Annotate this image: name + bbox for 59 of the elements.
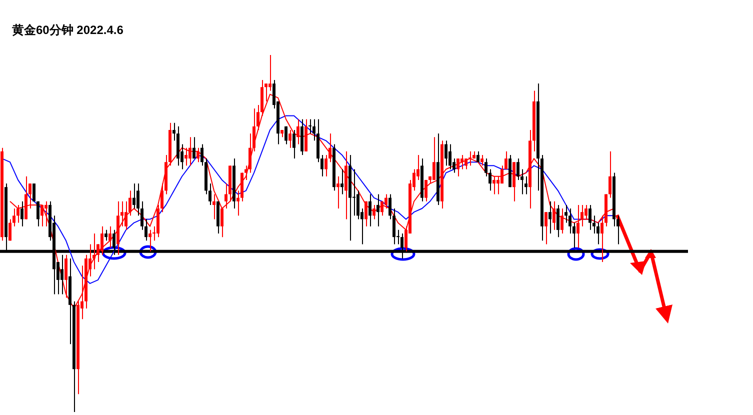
candlestick xyxy=(364,200,368,227)
candlestick xyxy=(340,168,344,195)
candlestick xyxy=(8,218,12,242)
candlestick xyxy=(376,194,380,227)
candlestick xyxy=(568,208,572,234)
candlestick xyxy=(564,204,568,224)
candlestick xyxy=(100,226,104,256)
candlestick xyxy=(480,154,484,166)
candlestick xyxy=(608,150,612,198)
candlestick xyxy=(464,158,468,170)
candlestick xyxy=(504,150,508,170)
chart-title: 黄金60分钟 2022.4.6 xyxy=(12,22,124,39)
candlestick xyxy=(468,150,472,166)
candlestick xyxy=(20,200,24,227)
candlestick xyxy=(188,136,192,166)
candlestick xyxy=(296,118,300,145)
candlestick xyxy=(544,212,548,245)
candlestick xyxy=(384,194,388,210)
candlestick xyxy=(196,147,200,163)
candlestick xyxy=(308,118,312,134)
candlestick xyxy=(444,140,448,166)
candlestick xyxy=(548,200,552,234)
candlestick xyxy=(44,200,48,227)
candlestick xyxy=(576,204,580,248)
candlestick xyxy=(212,194,216,220)
candlestick xyxy=(220,208,224,238)
candlestick xyxy=(148,229,152,252)
candlestick xyxy=(552,200,556,230)
candlestick xyxy=(40,204,44,227)
candlestick xyxy=(460,154,464,170)
candlestick xyxy=(104,229,108,242)
candlestick xyxy=(12,208,16,227)
candlestick xyxy=(380,200,384,216)
candlestick xyxy=(64,254,68,298)
candlestick xyxy=(556,204,560,238)
candlestick xyxy=(184,147,188,166)
candlestick xyxy=(108,226,112,248)
candlestick xyxy=(516,158,520,180)
candlestick xyxy=(368,194,372,227)
candlestick xyxy=(492,176,496,195)
candlestick xyxy=(588,204,592,230)
candlestick xyxy=(284,126,288,145)
candlestick xyxy=(192,136,196,160)
candlestick xyxy=(288,129,292,148)
candlestick xyxy=(456,158,460,177)
candlestick xyxy=(16,204,20,224)
candlestick xyxy=(432,136,436,180)
candlestick xyxy=(424,179,428,202)
candlestick xyxy=(36,200,40,227)
candlestick xyxy=(372,204,376,220)
candlestick xyxy=(268,54,272,92)
candlestick xyxy=(292,129,296,160)
candlestick xyxy=(124,200,128,230)
candlestick xyxy=(336,176,340,210)
candlestick xyxy=(560,208,564,234)
candlestick xyxy=(60,254,64,295)
candlestick xyxy=(132,183,136,210)
candlestick xyxy=(352,168,356,216)
candlestick xyxy=(448,144,452,170)
